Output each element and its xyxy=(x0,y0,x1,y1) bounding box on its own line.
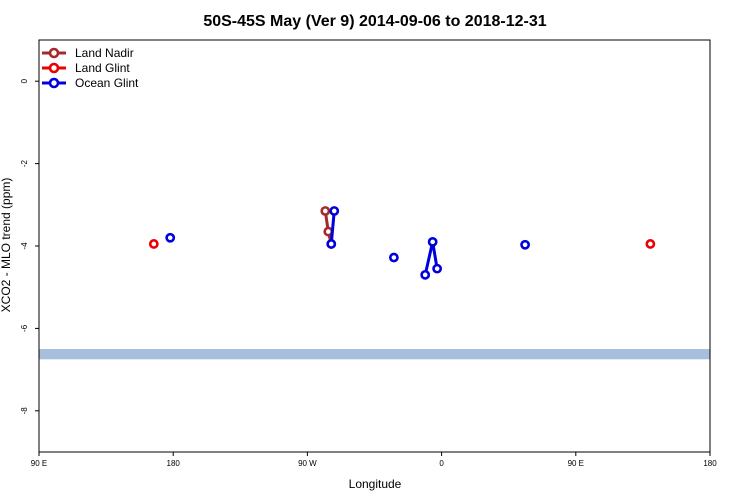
data-point xyxy=(420,269,431,280)
plot-frame xyxy=(38,39,711,453)
series-land-glint xyxy=(148,239,656,249)
band-layer xyxy=(39,349,710,360)
data-point xyxy=(645,239,656,249)
legend-marker xyxy=(48,62,60,74)
data-point xyxy=(326,239,337,249)
data-point xyxy=(165,232,176,243)
x-axis-ticks: 90 E 180 90 W 0 90 E 180 xyxy=(31,452,717,468)
chart-title: 50S-45S May (Ver 9) 2014-09-06 to 2018-1… xyxy=(203,13,546,30)
data-point xyxy=(388,252,399,263)
data-point xyxy=(320,206,331,216)
legend-marker xyxy=(48,47,60,59)
y-axis-ticks: 0 -2 -4 -6 -8 xyxy=(20,78,39,414)
legend-item: Ocean Glint xyxy=(42,76,139,90)
y-tick-label: 0 xyxy=(20,78,29,83)
series-ocean-glint xyxy=(165,206,531,280)
series-layer xyxy=(148,206,656,280)
data-point xyxy=(427,236,438,247)
background-band xyxy=(39,349,710,360)
data-point xyxy=(329,206,340,216)
x-tick-label: 90 E xyxy=(568,459,584,468)
data-point xyxy=(520,239,531,250)
x-tick-label: 0 xyxy=(439,459,444,468)
y-tick-label: -8 xyxy=(20,407,29,415)
x-tick-label: 90 W xyxy=(298,459,317,468)
x-axis-label: Longitude xyxy=(349,477,402,491)
y-axis-label: XCO2 - MLO trend (ppm) xyxy=(0,178,13,313)
data-point xyxy=(148,239,159,249)
x-tick-label: 180 xyxy=(167,459,181,468)
legend-label: Land Nadir xyxy=(75,46,134,60)
legend-item: Land Glint xyxy=(42,61,130,75)
legend-label: Ocean Glint xyxy=(75,76,139,90)
x-tick-label: 90 E xyxy=(31,459,47,468)
x-tick-label: 180 xyxy=(703,459,717,468)
y-tick-label: -4 xyxy=(20,242,29,250)
data-point xyxy=(432,263,443,274)
y-tick-label: -6 xyxy=(20,324,29,332)
legend-marker xyxy=(48,77,60,89)
series-line xyxy=(329,210,336,245)
legend-label: Land Glint xyxy=(75,61,130,75)
legend-item: Land Nadir xyxy=(42,46,134,60)
y-tick-label: -2 xyxy=(20,159,29,167)
